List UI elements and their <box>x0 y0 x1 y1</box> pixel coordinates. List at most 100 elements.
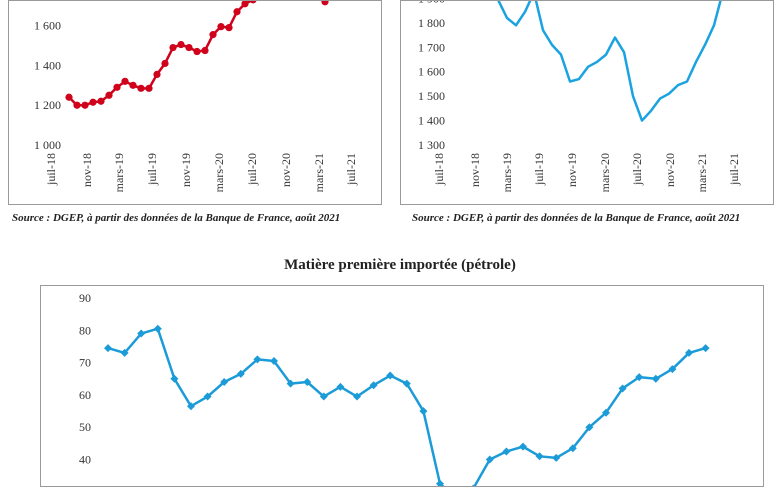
data-point <box>120 348 129 357</box>
data-point <box>585 423 594 432</box>
data-point <box>203 392 212 401</box>
data-point <box>177 40 185 49</box>
data-point <box>386 371 395 380</box>
series-line <box>68 0 329 107</box>
x-tick-label: juil-20 <box>630 153 644 186</box>
data-point <box>552 453 561 462</box>
data-point <box>185 43 193 52</box>
y-tick-label: 30 <box>79 485 91 486</box>
data-point <box>97 97 105 105</box>
data-point <box>113 83 121 91</box>
data-point <box>701 344 710 353</box>
y-tick-label: 1 300 <box>418 138 445 152</box>
chart-2-svg: 1 300 1 400 1 500 1 600 1 700 1 800 1 900 juil-… <box>418 0 741 192</box>
x-tick-label: nov-19 <box>565 153 579 187</box>
y-tick-label: 1 400 <box>34 58 61 72</box>
data-point <box>153 324 162 333</box>
data-point <box>81 101 89 109</box>
chart-1-source: Source : DGEP, à partir des données de l… <box>12 212 341 224</box>
data-point <box>568 444 577 453</box>
x-tick-label: nov-18 <box>468 153 482 187</box>
y-tick-label: 1 500 <box>418 89 445 103</box>
x-tick-label: mars-21 <box>312 153 326 192</box>
chart-2-source: Source : DGEP, à partir des données de l… <box>412 212 741 224</box>
x-tick-label: mars-19 <box>500 153 514 192</box>
data-point <box>535 452 544 461</box>
data-point <box>321 0 329 6</box>
data-point <box>241 0 249 8</box>
x-tick-label: mars-20 <box>212 153 226 192</box>
y-tick-label: 1 700 <box>418 40 445 54</box>
data-point <box>153 70 161 78</box>
y-tick-label: 1 600 <box>418 65 445 79</box>
data-point <box>253 355 262 364</box>
data-point <box>217 23 225 31</box>
y-tick-label: 1 800 <box>418 16 445 30</box>
data-point <box>402 379 411 388</box>
x-tick-label: nov-18 <box>80 153 94 187</box>
data-point <box>651 374 660 383</box>
y-tick-label: 60 <box>79 388 91 402</box>
y-tick-label: 70 <box>79 356 91 370</box>
data-point <box>369 381 378 390</box>
data-point <box>220 378 229 386</box>
x-tick-label: nov-20 <box>663 153 677 187</box>
data-point <box>187 402 195 411</box>
data-point <box>73 101 81 109</box>
y-tick-label: 1 400 <box>418 114 445 128</box>
series-line <box>496 0 722 122</box>
y-tick-label: 1 900 <box>418 1 445 5</box>
x-tick-label: juil-18 <box>44 153 58 186</box>
data-point <box>121 77 129 85</box>
data-point <box>602 408 610 417</box>
data-point <box>105 91 113 99</box>
chart-2-panel: 1 300 1 400 1 500 1 600 1 700 1 800 1 900 juil-… <box>400 0 774 205</box>
data-point <box>270 357 278 365</box>
data-point <box>685 348 693 357</box>
data-point <box>89 98 97 106</box>
data-point <box>209 31 217 39</box>
y-tick-label: 50 <box>79 420 91 434</box>
data-point <box>303 378 312 386</box>
x-tick-label: juil-19 <box>145 153 159 186</box>
data-point <box>353 392 361 401</box>
y-tick-label: 1 600 <box>34 19 61 33</box>
x-tick-label: nov-19 <box>179 153 193 187</box>
data-point <box>319 392 328 401</box>
series-line <box>107 327 706 491</box>
data-point <box>668 365 677 374</box>
x-tick-label: mars-21 <box>695 153 709 192</box>
data-point <box>502 447 511 456</box>
data-point <box>336 382 345 391</box>
x-tick-label: juil-21 <box>727 153 741 186</box>
data-point <box>419 407 428 416</box>
x-tick-label: juil-21 <box>344 153 358 186</box>
data-point <box>201 46 209 55</box>
data-point <box>145 84 153 92</box>
data-point <box>137 329 146 338</box>
data-point <box>236 369 245 378</box>
data-point <box>161 59 169 68</box>
data-point <box>635 373 644 382</box>
x-tick-label: juil-18 <box>432 153 446 186</box>
data-point <box>193 47 201 56</box>
data-point <box>618 384 627 393</box>
data-point <box>225 24 233 32</box>
x-tick-label: mars-20 <box>598 153 612 192</box>
data-point <box>249 0 257 4</box>
y-tick-label: 1 200 <box>34 98 61 112</box>
chart-3-title: Matière première importée (pétrole) <box>284 257 516 273</box>
data-point <box>233 8 241 16</box>
y-tick-label: 80 <box>79 323 91 337</box>
data-point <box>286 379 295 388</box>
data-point <box>104 344 112 353</box>
x-tick-label: nov-20 <box>279 153 293 187</box>
y-tick-label: 90 <box>79 291 91 305</box>
x-tick-label: juil-20 <box>245 153 259 186</box>
y-tick-label: 40 <box>79 453 91 467</box>
chart-3-svg: 30 40 50 60 70 80 90 <box>79 291 710 491</box>
data-point <box>485 455 494 464</box>
data-point <box>65 93 73 101</box>
data-point <box>519 442 527 451</box>
x-tick-label: mars-19 <box>112 153 126 192</box>
